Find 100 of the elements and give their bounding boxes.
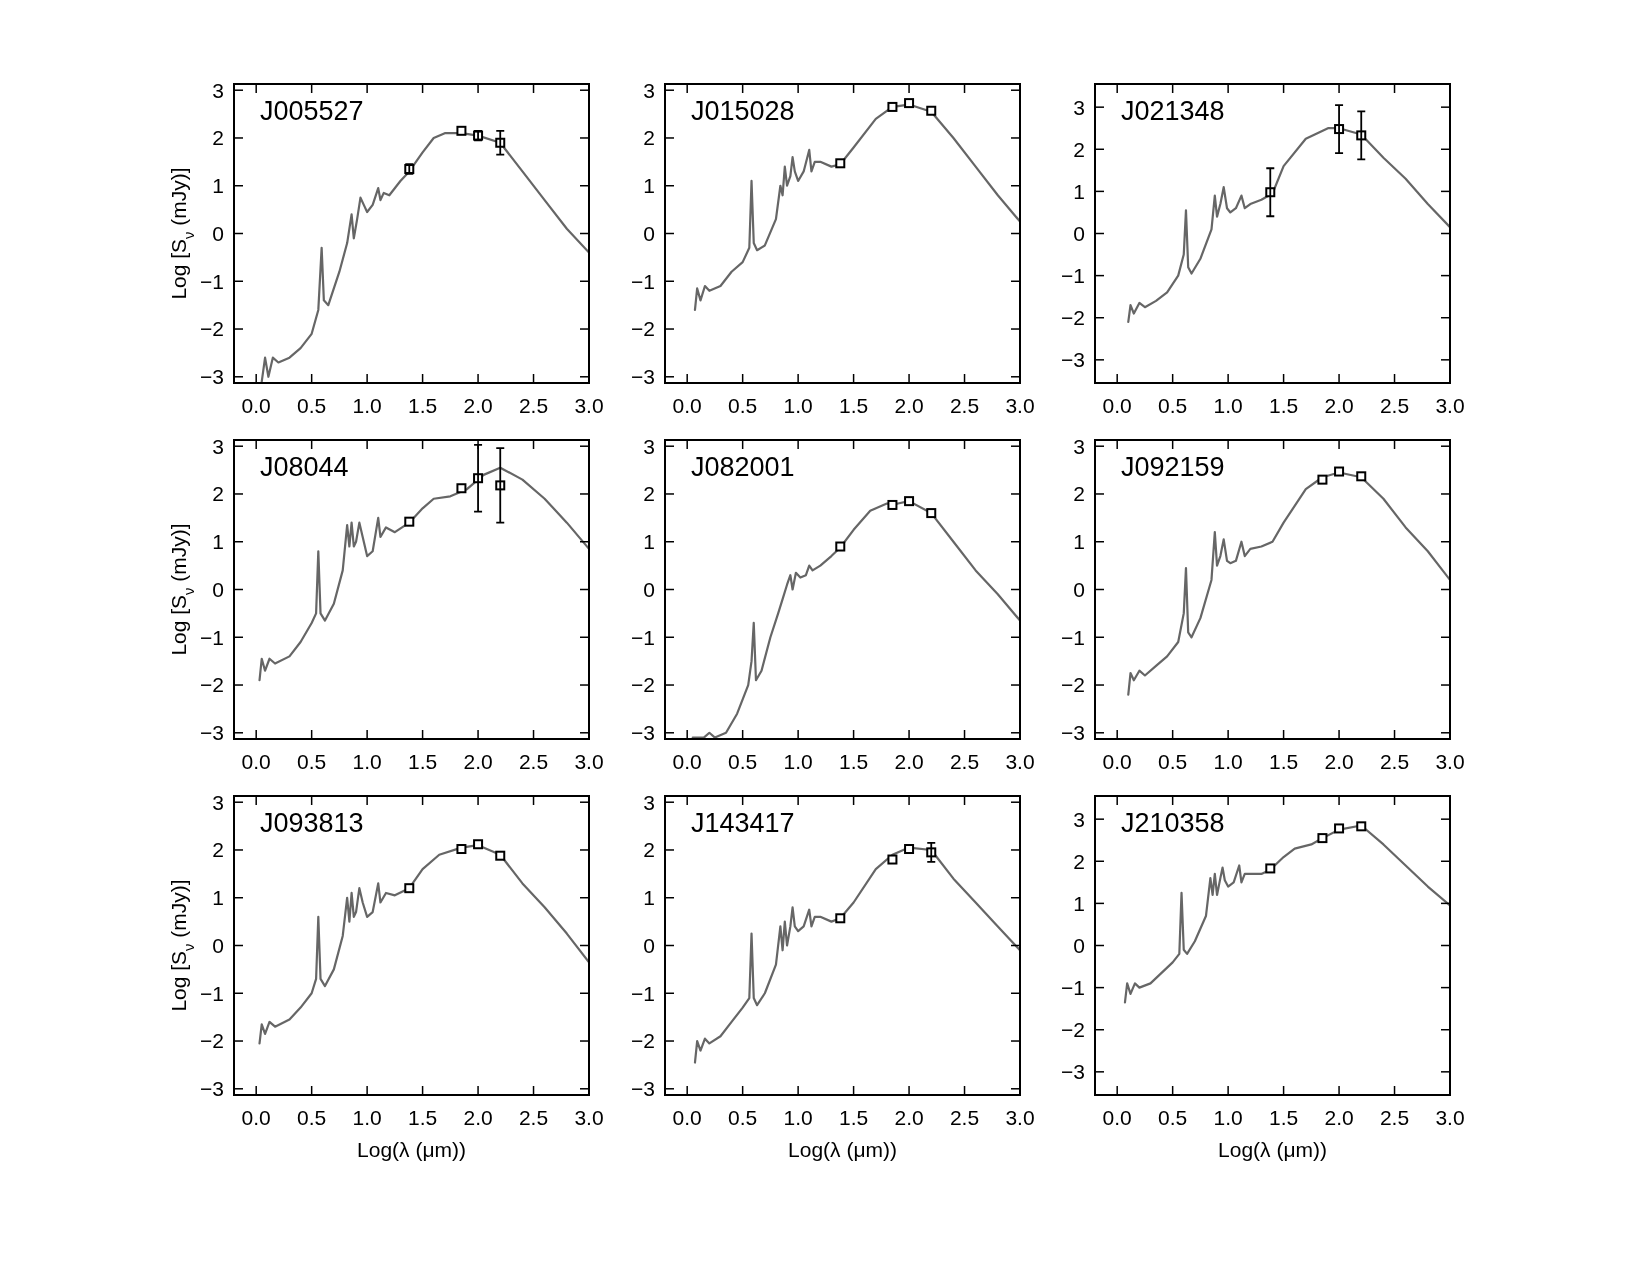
- chart-title: J08044: [260, 452, 349, 482]
- x-tick-label: 3.0: [574, 1106, 604, 1129]
- x-tick-label: 1.5: [407, 1106, 438, 1129]
- y-tick-label: −1: [631, 269, 655, 293]
- chart-title: J143417: [691, 808, 795, 838]
- point: [835, 158, 846, 169]
- y-tick-label: −3: [200, 1077, 224, 1101]
- x-tick-label: 1.5: [407, 750, 438, 773]
- point: [1317, 833, 1328, 844]
- x-tick-label: 0.0: [672, 394, 702, 417]
- x-tick-label: 2.0: [463, 394, 493, 417]
- x-tick-label: 2.5: [1379, 1106, 1410, 1129]
- y-tick-label: 0: [1073, 933, 1085, 957]
- y-tick-label: 0: [643, 933, 655, 957]
- y-tick-label: 1: [212, 886, 224, 910]
- x-tick-label: 1.0: [1213, 394, 1243, 417]
- x-tick-label: 2.5: [949, 394, 980, 417]
- x-axis-title: Log(λ (μm)): [1218, 1138, 1327, 1161]
- y-tick-label: −2: [1061, 306, 1085, 330]
- x-tick-label: 2.5: [518, 1106, 549, 1129]
- x-tick-label: 2.0: [463, 1106, 493, 1129]
- x-tick-label: 0.5: [728, 750, 758, 773]
- x-tick-label: 1.5: [838, 394, 869, 417]
- point: [404, 516, 415, 527]
- y-tick-label: 2: [643, 126, 655, 150]
- y-tick-label: 3: [643, 434, 655, 458]
- x-tick-label: 0.0: [1102, 1106, 1132, 1129]
- y-tick-label: 0: [643, 221, 655, 245]
- x-tick-label: 2.5: [1379, 750, 1410, 773]
- x-tick-label: 1.5: [407, 394, 438, 417]
- y-tick-label: −2: [1061, 1018, 1085, 1042]
- y-tick-label: −3: [631, 365, 655, 389]
- point: [887, 854, 898, 865]
- point: [1265, 863, 1276, 874]
- x-tick-label: 0.5: [297, 1106, 327, 1129]
- x-tick-label: 1.0: [352, 750, 382, 773]
- x-tick-label: 0.5: [1158, 750, 1188, 773]
- x-tick-label: 2.5: [518, 750, 549, 773]
- point: [887, 499, 898, 510]
- x-tick-label: 1.0: [783, 750, 813, 773]
- x-tick-label: 2.5: [518, 394, 549, 417]
- y-tick-label: 3: [643, 78, 655, 102]
- x-tick-label: 2.5: [949, 750, 980, 773]
- line-series: [693, 846, 1020, 1064]
- point: [835, 913, 846, 924]
- x-tick-label: 1.0: [783, 1106, 813, 1129]
- point: [1356, 821, 1367, 832]
- y-tick-label: 2: [1073, 849, 1085, 873]
- y-tick-label: −3: [1061, 348, 1085, 372]
- point: [904, 496, 915, 507]
- x-tick-label: 0.5: [297, 750, 327, 773]
- y-tick-label: 1: [212, 174, 224, 198]
- y-tick-label: −2: [631, 673, 655, 697]
- x-tick-label: 1.0: [352, 1106, 382, 1129]
- x-tick-label: 3.0: [1435, 394, 1465, 417]
- chart-title: J093813: [260, 808, 364, 838]
- y-tick-label: −1: [631, 981, 655, 1005]
- point: [926, 508, 937, 519]
- y-tick-label: 3: [643, 790, 655, 814]
- x-tick-label: 0.5: [1158, 1106, 1188, 1129]
- x-tick-label: 3.0: [574, 394, 604, 417]
- x-tick-label: 1.5: [838, 750, 869, 773]
- y-tick-label: 1: [643, 886, 655, 910]
- point: [473, 839, 484, 850]
- y-tick-label: 2: [212, 838, 224, 862]
- y-tick-label: −3: [1061, 1060, 1085, 1084]
- y-tick-label: 1: [212, 530, 224, 554]
- y-tick-label: 1: [643, 174, 655, 198]
- y-tick-label: 3: [1073, 434, 1085, 458]
- y-tick-label: −2: [200, 317, 224, 341]
- y-tick-label: −1: [200, 625, 224, 649]
- y-tick-label: 2: [1073, 482, 1085, 506]
- x-tick-label: 0.0: [672, 1106, 702, 1129]
- point: [835, 541, 846, 552]
- y-tick-label: −1: [200, 981, 224, 1005]
- x-tick-label: 0.0: [241, 394, 271, 417]
- y-tick-label: −1: [631, 625, 655, 649]
- y-tick-label: 2: [1073, 137, 1085, 161]
- x-tick-label: 0.0: [241, 750, 271, 773]
- chart-title: J092159: [1121, 452, 1225, 482]
- y-tick-label: 2: [643, 838, 655, 862]
- y-tick-label: −2: [1061, 673, 1085, 697]
- x-tick-label: 1.0: [1213, 1106, 1243, 1129]
- x-tick-label: 1.0: [352, 394, 382, 417]
- point: [456, 125, 467, 136]
- x-tick-label: 0.5: [297, 394, 327, 417]
- y-tick-label: 3: [1073, 807, 1085, 831]
- y-tick-label: −1: [1061, 263, 1085, 287]
- y-tick-label: 1: [1073, 530, 1085, 554]
- x-tick-label: 3.0: [1435, 750, 1465, 773]
- y-tick-label: 2: [643, 482, 655, 506]
- y-tick-label: −2: [631, 1029, 655, 1053]
- x-tick-label: 1.5: [1268, 394, 1299, 417]
- x-tick-label: 2.5: [1379, 394, 1410, 417]
- point: [456, 483, 467, 494]
- chart-title: J005527: [260, 96, 364, 126]
- point: [404, 883, 415, 894]
- x-tick-label: 0.5: [728, 1106, 758, 1129]
- point: [1317, 474, 1328, 485]
- x-tick-label: 2.0: [1324, 394, 1354, 417]
